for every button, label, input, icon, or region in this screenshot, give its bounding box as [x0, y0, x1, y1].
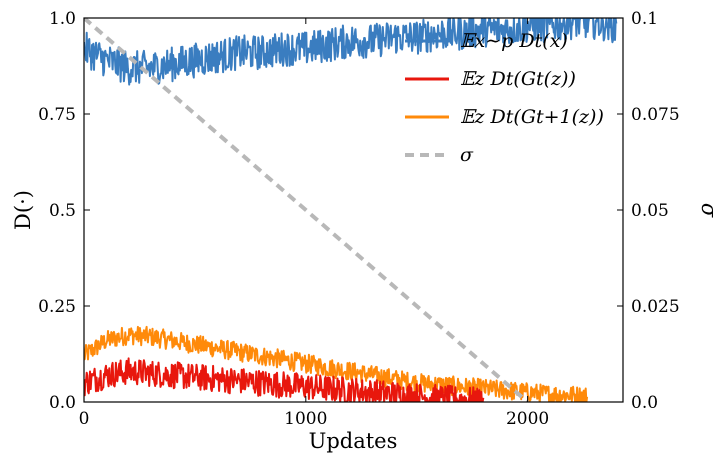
- y-tick-label-left-2: 0.5: [49, 201, 76, 221]
- y-tick-label-left-3: 0.75: [38, 105, 76, 125]
- series-layer: [84, 18, 618, 402]
- legend-label-3: σ: [460, 144, 474, 166]
- series-line-3: [84, 18, 529, 402]
- x-tick-label-2: 2000: [506, 409, 549, 429]
- legend-label-1: 𝔼z Dt(Gt(z)): [460, 68, 576, 90]
- y-tick-label-left-0: 0.0: [49, 393, 76, 413]
- x-tick-label-1: 1000: [284, 409, 327, 429]
- y-tick-label-left-1: 0.25: [38, 297, 76, 317]
- legend: 𝔼x∼p Dt(x) 𝔼z Dt(Gt(z)) 𝔼z Dt(Gt+1(z)) σ: [405, 30, 604, 166]
- x-axis-label: Updates: [309, 429, 398, 453]
- x-tick-label-0: 0: [79, 409, 90, 429]
- y-tick-label-right-4: 0.1: [631, 9, 658, 29]
- legend-label-0: 𝔼x∼p Dt(x): [460, 30, 568, 52]
- series-line-1: [84, 357, 485, 402]
- series-line-2: [84, 325, 589, 402]
- y-tick-label-left-4: 1.0: [49, 9, 76, 29]
- y-tick-label-right-2: 0.05: [631, 201, 669, 221]
- y-tick-label-right-0: 0.0: [631, 393, 658, 413]
- legend-label-2: 𝔼z Dt(Gt+1(z)): [460, 106, 604, 128]
- y-axis-label-left: D(·): [11, 190, 35, 230]
- y-tick-label-right-3: 0.075: [631, 105, 680, 125]
- y-tick-label-right-1: 0.025: [631, 297, 680, 317]
- y-axis-label-right: σ: [697, 203, 719, 218]
- series-line-0: [84, 18, 618, 86]
- tick-layer: 0 1000 2000 0.0 0.25 0.5 0.75 1.0 0.0 0.025 0.05 0.…: [38, 9, 680, 429]
